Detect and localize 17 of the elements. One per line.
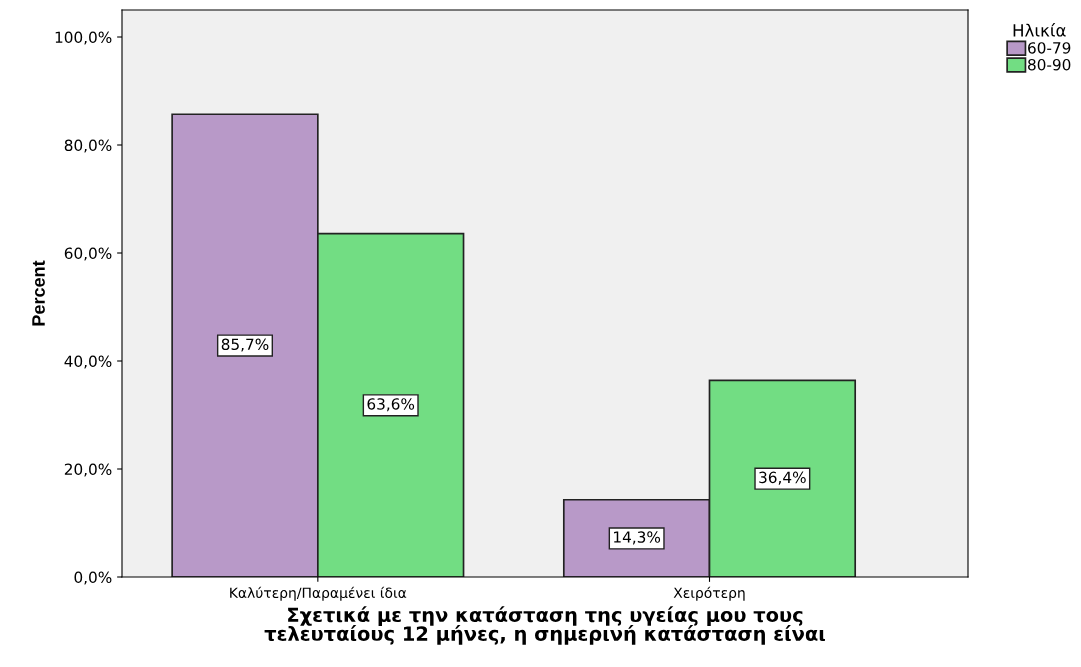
x-tick-label: Χειρότερη xyxy=(673,586,745,601)
data-label: 85,7% xyxy=(221,338,269,352)
y-tick-label: 20,0% xyxy=(64,463,112,477)
y-tick-label: 80,0% xyxy=(64,139,112,153)
x-tick-label: Καλύτερη/Παραμένει ίδια xyxy=(230,586,407,601)
data-label: 36,4% xyxy=(759,471,806,485)
legend-label: 60-79 xyxy=(1028,42,1071,54)
y-axis-title: Percent xyxy=(32,260,45,326)
legend-title: Ηλικία xyxy=(1013,23,1066,37)
x-axis-title: Σχετικά με την κατάσταση της υγείας μου τους τελευταίους 12 μήνες, η σημερινή κατάσταση είναι xyxy=(264,606,825,645)
y-tick-label: 0,0% xyxy=(74,571,112,585)
y-tick-label: 60,0% xyxy=(64,247,112,261)
legend-label: 80-90 xyxy=(1028,58,1071,71)
data-label: 63,6% xyxy=(367,398,415,412)
y-tick-label: 40,0% xyxy=(64,355,112,369)
data-label: 14,3% xyxy=(614,531,661,545)
y-tick-label: 100,0% xyxy=(55,31,112,45)
